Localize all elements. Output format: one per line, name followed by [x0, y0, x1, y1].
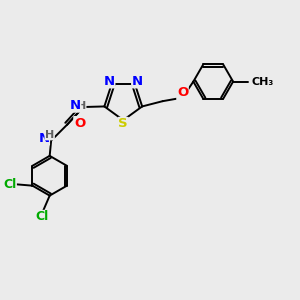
Text: Cl: Cl: [3, 178, 16, 191]
Text: N: N: [70, 99, 81, 112]
Text: N: N: [132, 75, 143, 88]
Text: H: H: [45, 130, 54, 140]
Text: N: N: [38, 132, 50, 145]
Text: N: N: [104, 75, 115, 88]
Text: O: O: [74, 117, 85, 130]
Text: CH₃: CH₃: [251, 76, 274, 87]
Text: Cl: Cl: [36, 211, 49, 224]
Text: H: H: [76, 100, 86, 111]
Text: S: S: [118, 118, 128, 130]
Text: O: O: [177, 86, 188, 100]
